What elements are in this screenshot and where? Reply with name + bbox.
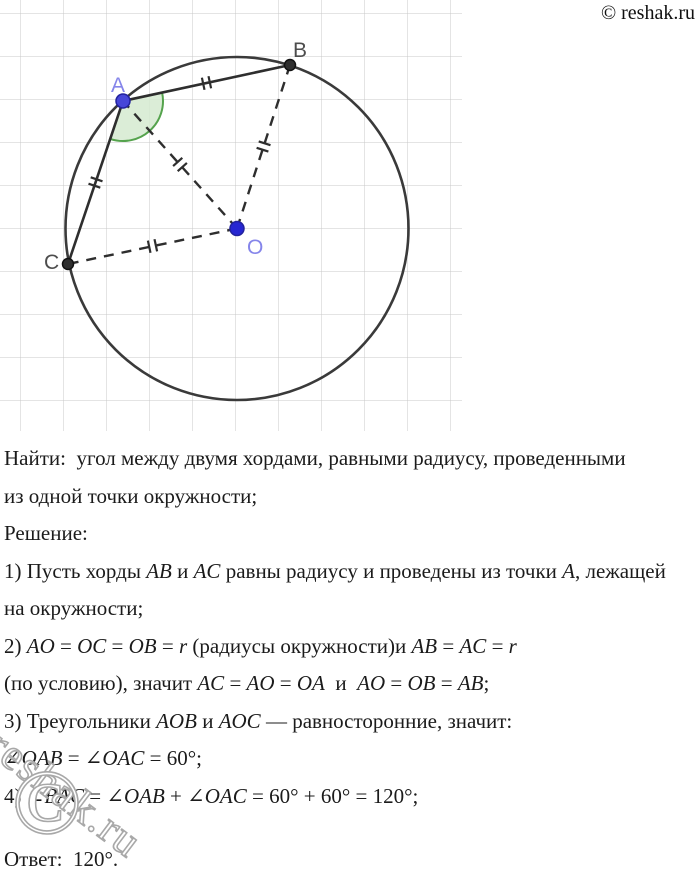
math-variable: AO (357, 671, 386, 695)
text-run: из одной точки окружности; (4, 483, 258, 508)
solution-text: Найти: угол между двумя хордами, равными… (4, 440, 700, 815)
math-variable: AO (246, 671, 275, 695)
text-run: 3) Треугольники (4, 708, 157, 733)
equal-segment-tick-marks (88, 75, 271, 254)
text-run: = (156, 633, 179, 658)
math-variable: AC (193, 558, 221, 583)
chord-ab-line (122, 63, 291, 103)
text-run: (радиусы окружности)и (187, 633, 412, 658)
step-3-line-2: ∠OAB = ∠OAC = 60°; (4, 740, 700, 778)
label-a: A (111, 74, 125, 97)
math-variable: OB (128, 633, 157, 658)
find-statement-line-1: Найти: угол между двумя хордами, равными… (4, 440, 700, 478)
text-run: и (196, 708, 219, 733)
text-run: и (324, 671, 358, 695)
text-run: = (224, 671, 247, 695)
text-run: = (106, 633, 129, 658)
text-run: — равносторонние, значит: (260, 708, 513, 733)
step-1-line-1: 1) Пусть хорды AB и AC равны радиусу и п… (4, 553, 700, 591)
text-run: 4) ∠ (4, 783, 45, 808)
answer-line: Ответ: 120°. (4, 847, 119, 871)
math-variable: BAC (44, 783, 85, 808)
geometry-diagram: A B C O (0, 0, 462, 431)
step-3-line-1: 3) Треугольники AOB и AOC — равносторонн… (4, 703, 700, 741)
label-o: O (247, 236, 263, 259)
point-c (61, 257, 75, 271)
label-b: B (293, 39, 307, 62)
text-run: = (435, 671, 458, 695)
chords-group (66, 63, 291, 265)
text-run: Найти: угол между двумя хордами, равными… (4, 446, 626, 470)
text-run: 2) (4, 633, 27, 658)
text-run: и (171, 558, 194, 583)
text-run: равны радиусу и проведены из точки (220, 558, 563, 583)
copyright-notice: © reshak.ru (600, 2, 695, 24)
math-variable: AB (146, 558, 172, 583)
watermark-copyright-icon: © (11, 751, 83, 853)
text-run: + ∠ (164, 783, 205, 808)
grid-paper (0, 0, 462, 431)
text-run: = 60°; (144, 746, 202, 770)
text-run: (по условию), значит (4, 671, 198, 695)
math-variable: OB (407, 671, 436, 695)
text-run: = ∠ (84, 783, 124, 808)
text-run: Решение: (4, 521, 88, 545)
math-variable: AB (457, 671, 484, 695)
point-b (283, 58, 297, 72)
step-2-line-1: 2) AO = OC = OB = r (радиусы окружности)… (4, 628, 700, 666)
text-run: ; (483, 671, 490, 695)
label-c: C (44, 251, 59, 274)
math-variable: AB (411, 633, 438, 658)
math-variable: OAB (123, 783, 165, 808)
math-variable: OAB (21, 746, 63, 770)
text-run: ∠ (4, 746, 22, 770)
point-a (115, 93, 131, 109)
text-run: = (274, 671, 297, 695)
math-variable: r (178, 633, 188, 658)
text-run: = (385, 671, 408, 695)
chord-ac-line (66, 100, 125, 265)
text-run: на окружности; (4, 596, 144, 620)
text-run: 1) Пусть хорды (4, 558, 147, 583)
math-variable: AC (459, 633, 487, 658)
step-2-line-2: (по условию), значит AC = AO = OA и AO =… (4, 665, 700, 703)
diagram-container: A B C O (0, 0, 470, 449)
math-variable: AC (197, 671, 225, 695)
text-run: = (486, 633, 509, 658)
math-variable: OAC (102, 746, 145, 770)
step-1-line-2: на окружности; (4, 590, 700, 628)
math-variable: AO (26, 633, 55, 658)
math-variable: A (562, 558, 575, 583)
step-4-line: 4) ∠BAC = ∠OAB + ∠OAC = 60° + 60° = 120°… (4, 778, 700, 816)
find-statement-line-2: из одной точки окружности; (4, 478, 700, 516)
math-variable: AOB (156, 708, 197, 733)
math-variable: OC (77, 633, 107, 658)
math-variable: AOC (218, 708, 261, 733)
solution-heading: Решение: (4, 515, 700, 553)
math-variable: r (508, 633, 517, 658)
text-run: = (437, 633, 460, 658)
point-o (229, 220, 245, 237)
math-variable: OAC (204, 783, 247, 808)
text-run: = 60° + 60° = 120°; (246, 783, 419, 808)
circle-outline (64, 55, 410, 402)
math-variable: OA (296, 671, 325, 695)
text-run: , лежащей (574, 558, 666, 583)
text-run: = ∠ (62, 746, 103, 770)
text-run: = (54, 633, 78, 658)
